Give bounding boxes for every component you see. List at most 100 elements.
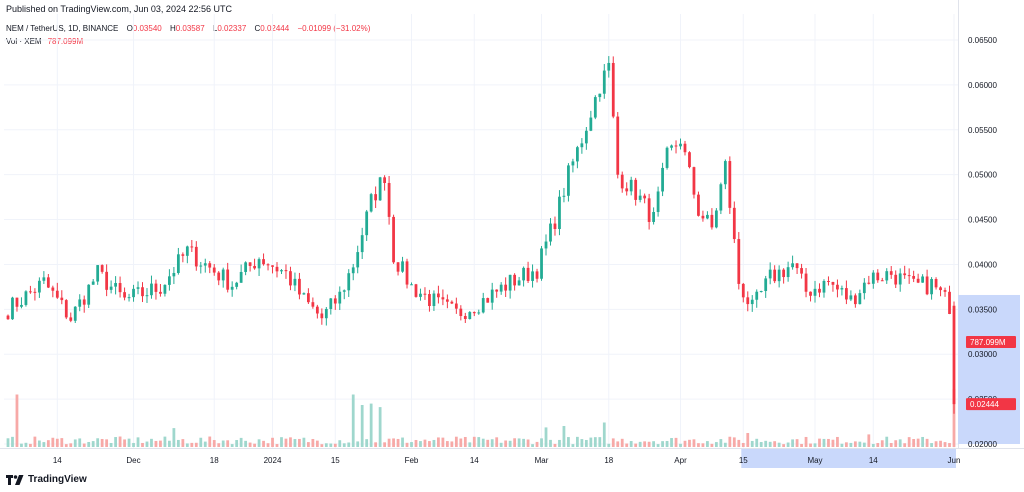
volume-bar (217, 443, 221, 447)
volume-bar (867, 434, 871, 447)
volume-bar (499, 442, 503, 447)
symbol-title[interactable]: NEM / TetherUS, 1D, BINANCE (6, 24, 119, 33)
volume-bar (405, 442, 409, 447)
candle-up (755, 291, 759, 300)
candle-up (145, 295, 149, 297)
candle-up (347, 273, 351, 291)
candle-down (46, 277, 50, 288)
volume-label[interactable]: Vol · XEM (6, 37, 42, 46)
candle-up (329, 298, 333, 309)
volume-bar (719, 439, 723, 447)
candle-up (42, 277, 46, 281)
close-value: 0.02444 (260, 24, 290, 33)
volume-bar (414, 439, 418, 447)
candle-up (78, 299, 82, 307)
candle-up (91, 281, 95, 285)
candle-down (441, 297, 445, 300)
candle-up (221, 269, 225, 281)
volume-bar (652, 441, 656, 447)
candle-up (661, 167, 664, 192)
candle-up (20, 304, 23, 307)
volume-bar (620, 438, 624, 447)
candle-up (562, 195, 566, 197)
candle-up (410, 284, 413, 286)
time-tick-label: 18 (210, 456, 219, 465)
volume-bar (916, 438, 920, 447)
price-axis[interactable]: 0.06500 0.06000 0.05500 0.05000 0.04500 0.040… (968, 36, 997, 449)
volume-bar (114, 437, 117, 447)
volume-value: 787.099M (47, 37, 84, 46)
candle-up (378, 177, 382, 201)
candle-down (674, 145, 678, 147)
volume-bar (136, 437, 140, 447)
volume-bar (369, 403, 373, 447)
volume-bar (849, 442, 853, 447)
volume-bar (347, 442, 351, 447)
volume-bar (141, 442, 144, 447)
candle-down (190, 246, 194, 248)
candle-down (553, 223, 557, 230)
candle-up (652, 211, 656, 222)
volume-bar (383, 442, 386, 447)
candle-down (105, 271, 109, 290)
candle-down (51, 287, 55, 291)
candle-up (168, 276, 171, 285)
candle-down (782, 269, 786, 278)
last-price-tag-bg (966, 398, 1016, 411)
volume-bar (123, 439, 126, 447)
candle-down (732, 207, 736, 240)
volume-bar (338, 440, 342, 447)
volume-bar (764, 440, 768, 447)
volume-bar (477, 437, 481, 447)
candle-down (374, 194, 378, 201)
candle-down (118, 283, 122, 293)
price-labels: 787.099M 0.02444 (966, 336, 1016, 411)
candle-down (880, 280, 884, 282)
candle-up (719, 184, 723, 211)
volume-bar (795, 439, 799, 447)
volume-bar (593, 437, 597, 447)
price-tick-label: 0.04500 (968, 216, 997, 225)
time-tick-label: 15 (331, 456, 340, 465)
time-axis[interactable]: 14 Dec 18 2024 15 Feb 14 Mar 18 Apr 15 May 14 Jun (53, 456, 961, 465)
volume-bar (697, 443, 700, 447)
volume-bar (777, 442, 781, 447)
price-chart[interactable]: 0.06500 0.06000 0.05500 0.05000 0.04500 0.040… (0, 0, 1024, 474)
candle-down (141, 287, 144, 297)
volume-bar (746, 433, 750, 447)
volume-bar (526, 439, 530, 447)
candle-down (647, 198, 651, 222)
volume-bar (629, 441, 633, 447)
candle-down (428, 294, 431, 307)
volume-bar (423, 439, 427, 447)
candle-up (24, 291, 28, 305)
time-tick-label: Jun (948, 456, 961, 465)
volume-bar (755, 438, 759, 447)
volume-bar (638, 441, 642, 447)
time-tick-label: 14 (53, 456, 62, 465)
volume-bar (91, 441, 95, 447)
price-tick-label: 0.03000 (968, 350, 997, 359)
volume-bar (428, 441, 431, 447)
candle-down (320, 313, 324, 319)
candle-up (593, 97, 597, 118)
candle-down (159, 291, 162, 294)
volume-bar (60, 438, 64, 447)
volume-bar (490, 439, 494, 447)
volume-bar (773, 441, 777, 447)
candle-down (262, 259, 265, 265)
volume-bar (266, 443, 270, 447)
volume-bar (889, 443, 893, 447)
candle-down (925, 276, 929, 295)
volume-bar (401, 437, 404, 447)
volume-bar (679, 443, 682, 447)
candle-up (369, 194, 373, 212)
volume-bar (82, 443, 86, 447)
candle-up (764, 278, 768, 292)
candle-down (306, 293, 310, 303)
candle-down (289, 271, 292, 286)
candle-down (504, 284, 508, 291)
volume-bar (275, 444, 279, 447)
candle-down (284, 270, 288, 272)
candle-down (939, 287, 942, 291)
